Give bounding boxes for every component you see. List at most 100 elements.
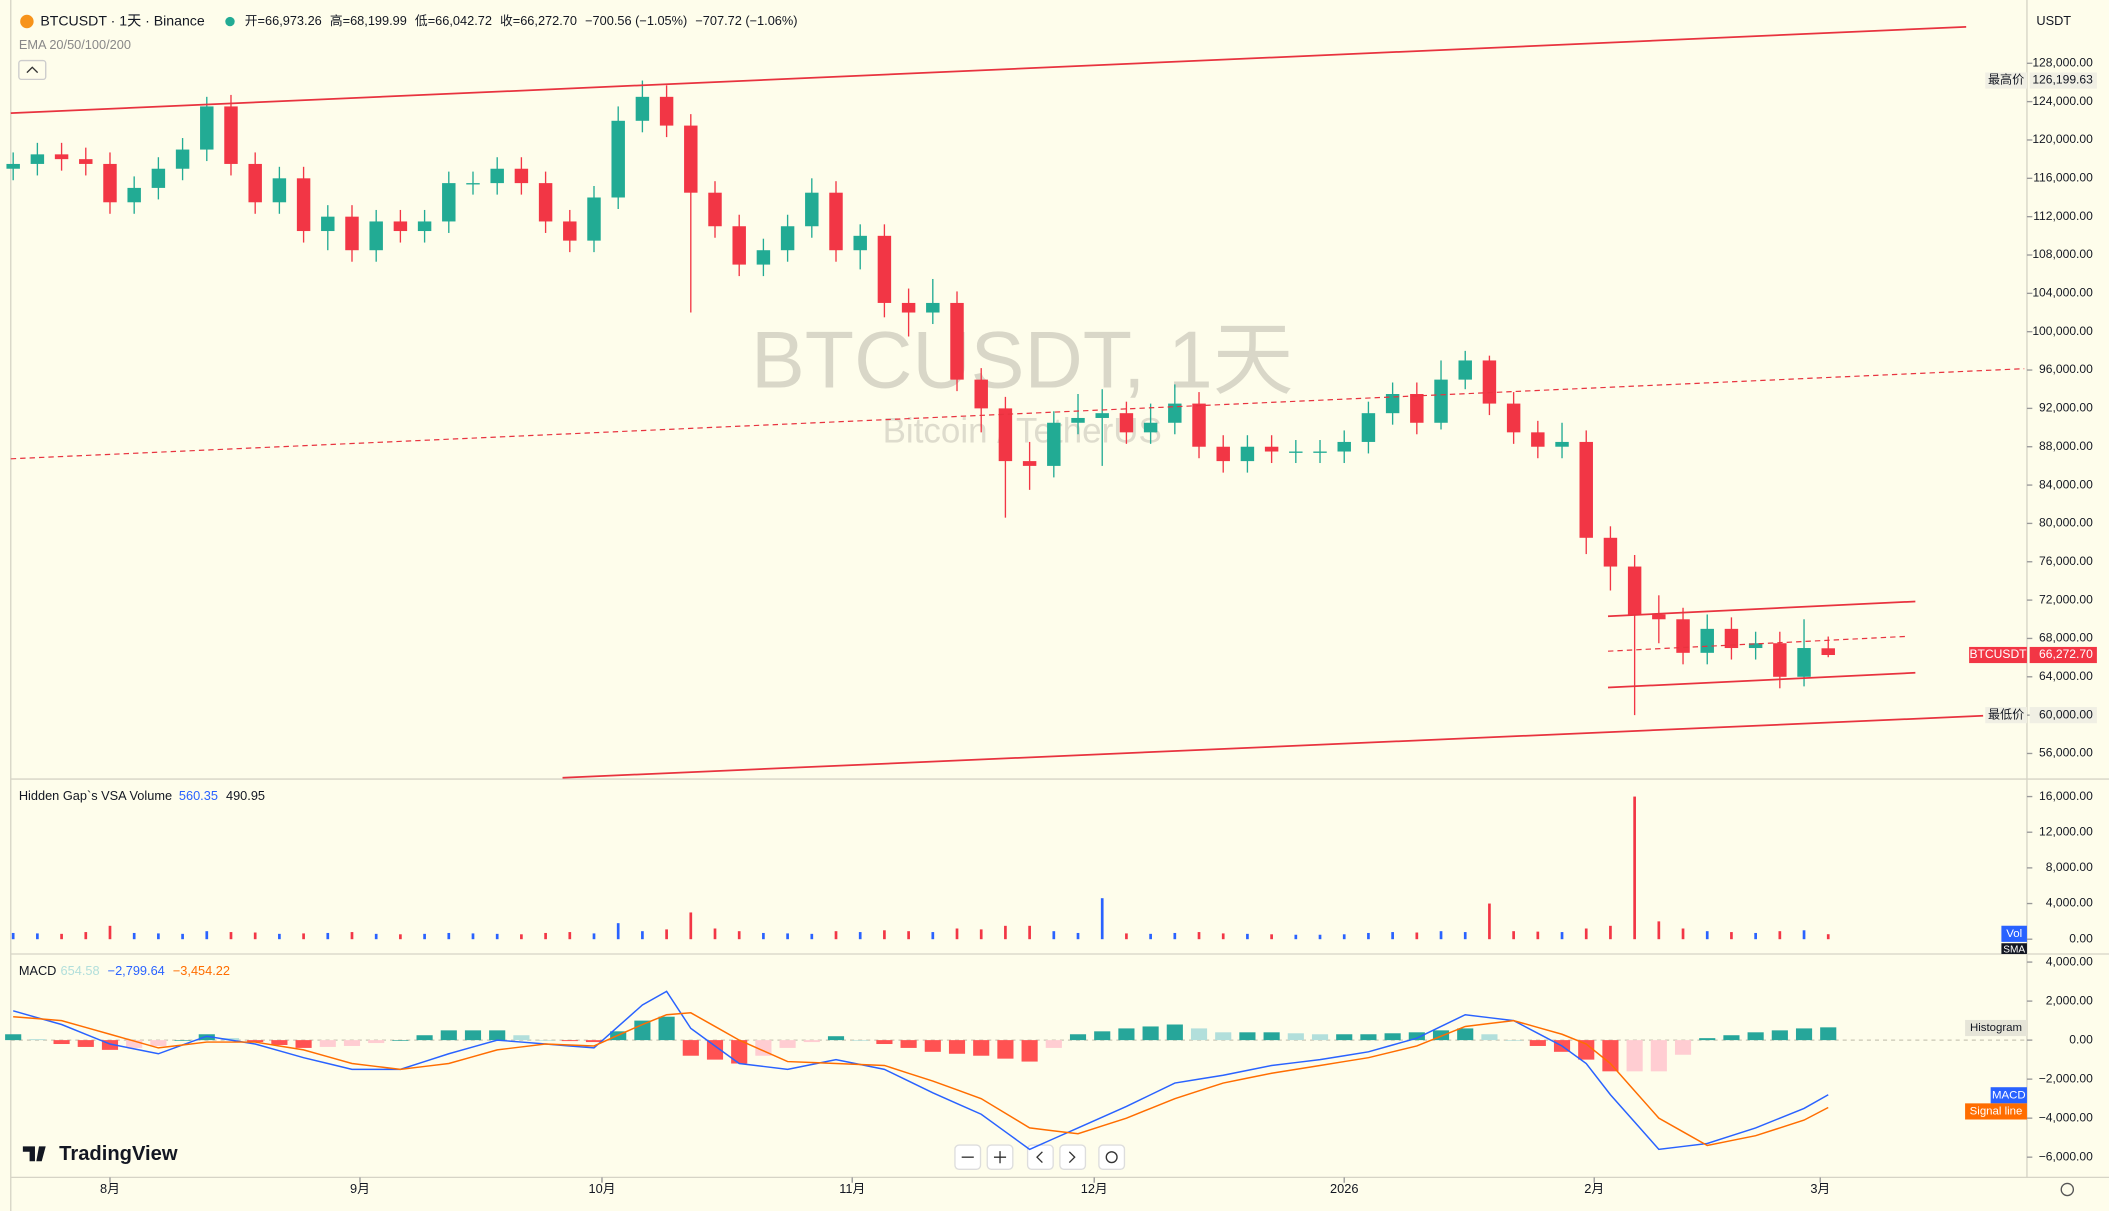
volume-bar: [762, 932, 765, 940]
candle-body: [79, 159, 93, 164]
histogram-bar: [247, 1040, 264, 1043]
y-tick-label: 2,000.00: [2046, 993, 2093, 1007]
marker-price-box: [2029, 646, 2097, 664]
legend-box: [1965, 1103, 2027, 1120]
y-tick-label: 92,000.00: [2039, 401, 2093, 415]
marker-label-box: [1969, 646, 2027, 664]
candle-body: [200, 106, 214, 150]
pane-title: Hidden Gap`s VSA Volume: [19, 788, 172, 803]
marker-price: 60,000.00: [2039, 707, 2093, 721]
y-tick-label: 96,000.00: [2039, 362, 2093, 376]
volume-bar: [350, 932, 354, 940]
candle-body: [1458, 360, 1472, 380]
y-tick-label: 120,000.00: [2032, 132, 2093, 146]
candle-body: [1506, 403, 1521, 433]
volume-bar: [181, 933, 184, 940]
legend-box: [1965, 1019, 2027, 1037]
volume-bar: [36, 933, 39, 940]
candle-body: [54, 154, 69, 160]
candle-body: [901, 302, 916, 313]
marker-label: BTCUSDT: [1969, 647, 2027, 661]
histogram-bar: [343, 1040, 361, 1046]
histogram-bar: [1311, 1034, 1329, 1041]
y-tick-label: 84,000.00: [2039, 477, 2093, 491]
candle-body: [175, 149, 190, 169]
candle-body: [514, 168, 529, 184]
legend-entry: MACD: [1992, 1089, 2026, 1101]
trend-line: [10, 368, 2025, 460]
candle-body: [1264, 446, 1279, 452]
volume-bar: [84, 932, 88, 940]
candle-body: [708, 192, 722, 227]
volume-bar: [1246, 933, 1249, 940]
currency[interactable]: USDT: [2036, 13, 2071, 28]
volume-bar: [834, 931, 838, 940]
marker-label-box: [1985, 72, 2027, 89]
y-tick-label: 4,000.00: [2046, 896, 2093, 910]
histogram-bar: [1747, 1032, 1764, 1041]
brand-logo: [22, 1146, 46, 1162]
histogram-bar: [1674, 1040, 1692, 1055]
candle-body: [272, 178, 287, 203]
ohlc-value: 低=66,042.72: [415, 13, 492, 28]
pane-title: MACD: [19, 963, 57, 978]
y-tick-label: 16,000.00: [2039, 789, 2093, 803]
histogram-bar: [464, 1030, 482, 1041]
volume-bar: [205, 931, 209, 940]
volume-bar: [1584, 928, 1588, 940]
candle-body: [877, 235, 892, 303]
volume-bar: [1536, 931, 1540, 940]
histogram-bar: [295, 1040, 312, 1048]
candle-body: [248, 163, 262, 203]
volume-bar: [60, 933, 63, 940]
indicator-label[interactable]: EMA 20/50/100/200: [19, 37, 131, 52]
histogram-bar: [1166, 1024, 1183, 1041]
volume-bar: [1754, 932, 1757, 940]
y-tick-label: 128,000.00: [2032, 55, 2093, 69]
candle-body: [1216, 446, 1230, 462]
histogram-bar: [803, 1040, 820, 1043]
collapse-button[interactable]: [18, 59, 47, 81]
nav-buttons: [954, 1144, 1126, 1170]
candle-body: [151, 168, 166, 188]
volume-bar: [1560, 932, 1564, 940]
y-tick-label: 64,000.00: [2039, 669, 2093, 683]
volume-bar: [520, 934, 523, 940]
histogram-bar: [779, 1040, 796, 1048]
volume-bar: [374, 933, 378, 940]
histogram-bar: [561, 1040, 578, 1042]
volume-bar: [1221, 933, 1225, 940]
candle-body: [6, 163, 20, 169]
volume-bar: [1488, 903, 1491, 940]
pane-readout: 654.58: [61, 963, 100, 978]
histogram-bar: [53, 1040, 70, 1045]
candle-body: [635, 96, 650, 121]
candle-body: [1482, 360, 1497, 404]
volume-bar: [1633, 796, 1636, 940]
scroll-right[interactable]: [1059, 1144, 1087, 1170]
volume-bar: [665, 929, 668, 940]
histogram-bar: [1795, 1028, 1813, 1041]
volume-bar: [1004, 925, 1007, 940]
symbol-title[interactable]: BTCUSDT · 1天 · Binance: [40, 12, 205, 28]
histogram-bar: [658, 1016, 675, 1041]
legend-entry: SMA: [2003, 945, 2025, 956]
volume-bar: [108, 925, 112, 940]
settings-icon[interactable]: [2060, 1182, 2075, 1197]
candle-body: [490, 168, 504, 184]
histogram-bar: [222, 1038, 240, 1041]
ohlc-value: −707.72 (−1.06%): [695, 13, 797, 28]
histogram-bar: [1287, 1033, 1304, 1041]
candle-body: [127, 187, 141, 203]
volume-bar: [1415, 932, 1419, 940]
candle-body: [1192, 403, 1206, 447]
histogram-bar: [319, 1040, 336, 1047]
histogram-bar: [1602, 1040, 1619, 1072]
candle-body: [1047, 422, 1061, 466]
reset[interactable]: [1098, 1144, 1126, 1170]
histogram-bar: [537, 1040, 554, 1041]
histogram-bar: [948, 1040, 966, 1054]
histogram-bar: [1723, 1035, 1740, 1041]
volume-bar: [737, 931, 741, 940]
